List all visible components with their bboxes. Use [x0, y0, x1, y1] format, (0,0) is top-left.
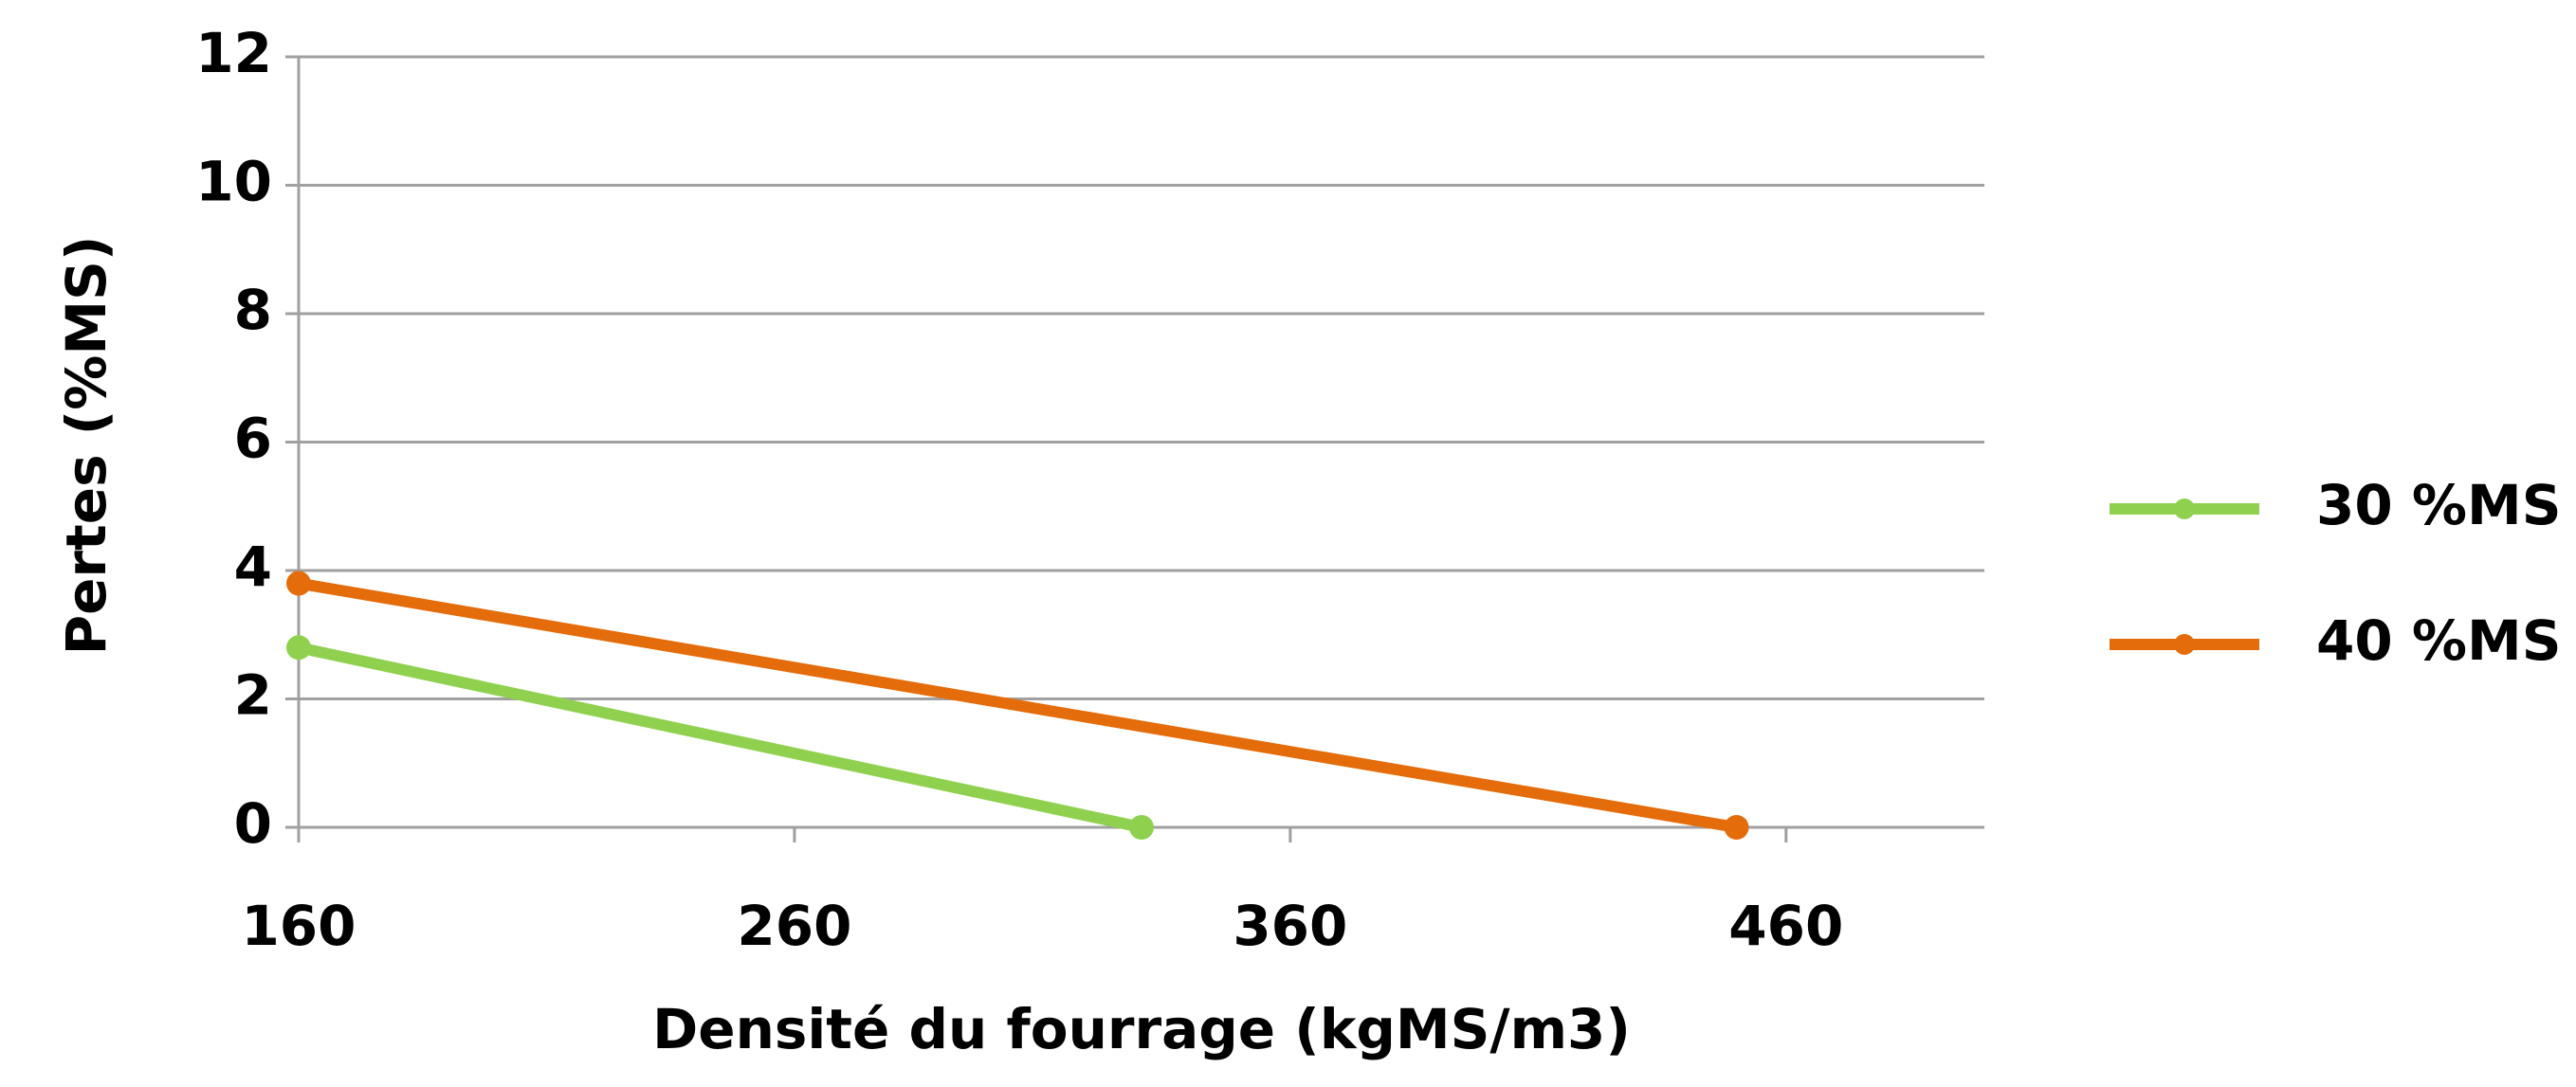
x-tick-label: 160: [241, 894, 356, 958]
series-line: [297, 577, 1738, 833]
series-line: [297, 642, 1143, 833]
legend-marker: [2174, 634, 2195, 655]
legend-marker: [2174, 498, 2195, 519]
x-axis-title: Densité du fourrage (kgMS/m3): [652, 997, 1631, 1061]
y-axis-title: Pertes (%MS): [54, 236, 119, 656]
y-tick-label: 6: [234, 407, 272, 471]
y-tick-label: 12: [195, 21, 272, 85]
y-tick-label: 2: [234, 663, 272, 728]
x-tick-label: 460: [1728, 894, 1843, 958]
y-tick-label: 10: [195, 150, 272, 214]
y-tick-label: 4: [234, 534, 272, 599]
y-tick-label: 8: [234, 278, 272, 342]
legend-label: 40 %MS: [2316, 608, 2562, 673]
data-point: [1724, 815, 1749, 840]
y-tick-label: 0: [234, 791, 272, 856]
data-point: [286, 635, 311, 661]
legend-label: 30 %MS: [2316, 473, 2562, 537]
x-tick-label: 260: [737, 894, 851, 958]
data-point: [286, 571, 311, 596]
x-tick-label: 360: [1233, 894, 1347, 958]
data-point: [1129, 815, 1154, 840]
